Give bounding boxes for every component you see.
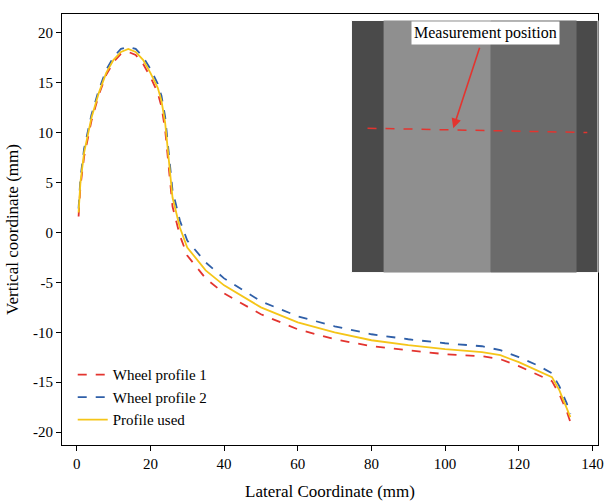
svg-text:Wheel profile 2: Wheel profile 2 (113, 390, 207, 406)
svg-text:40: 40 (217, 456, 232, 472)
svg-text:120: 120 (508, 456, 531, 472)
svg-text:0: 0 (46, 225, 54, 241)
svg-text:-20: -20 (33, 424, 53, 440)
svg-text:100: 100 (434, 456, 457, 472)
svg-text:5: 5 (46, 175, 54, 191)
svg-text:-15: -15 (33, 374, 53, 390)
svg-text:60: 60 (290, 456, 305, 472)
svg-text:-5: -5 (41, 275, 54, 291)
svg-text:0: 0 (73, 456, 81, 472)
svg-text:140: 140 (581, 456, 604, 472)
svg-text:Vertical coordinate (mm): Vertical coordinate (mm) (3, 144, 22, 315)
svg-text:10: 10 (38, 125, 53, 141)
svg-text:Profile used: Profile used (113, 412, 186, 428)
svg-text:20: 20 (143, 456, 158, 472)
svg-text:20: 20 (38, 25, 53, 41)
svg-text:80: 80 (364, 456, 379, 472)
svg-text:Lateral Coordinate (mm): Lateral Coordinate (mm) (245, 482, 415, 501)
svg-text:Measurement position: Measurement position (414, 24, 557, 42)
svg-text:Wheel profile 1: Wheel profile 1 (113, 367, 207, 383)
svg-text:-10: -10 (33, 325, 53, 341)
svg-text:15: 15 (38, 75, 53, 91)
